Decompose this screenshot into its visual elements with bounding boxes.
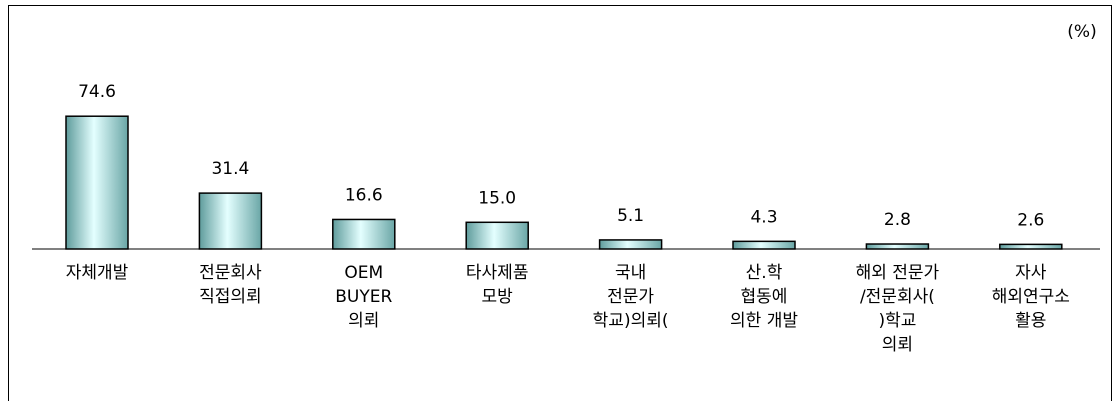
bar [332,218,396,250]
value-label: 74.6 [78,82,116,102]
value-label: 16.6 [345,185,383,205]
value-label: 4.3 [750,207,777,227]
value-label: 2.6 [1017,210,1044,230]
bar [465,221,529,250]
x-tick-label: 의한 개발 [730,311,798,331]
value-label: 31.4 [211,159,249,179]
x-tick-label: 협동에 [741,287,788,307]
bar [598,239,663,250]
frame [8,5,1112,401]
x-tick-label: 학교)의뢰( [593,311,669,331]
x-tick-label: 해외 전문가 [856,263,940,283]
x-tick-label: 자사 [1015,263,1047,283]
x-tick-label: BUYER [335,287,392,307]
x-tick-label: 의뢰 [882,335,913,355]
bar [732,240,796,250]
unit-label: (%) [1067,22,1096,42]
bar [865,243,930,250]
x-tick-label: 자체개발 [66,263,129,283]
x-tick-label: )학교 [878,311,916,331]
x-tick-label: 활용 [1015,311,1046,331]
x-tick-label: OEM [344,263,383,283]
x-tick-label: /전문회사( [860,287,935,307]
x-tick-label: 전문회사 [199,263,262,283]
x-tick-label: 전문가 [607,287,654,307]
value-label: 5.1 [617,206,644,226]
x-tick-label: 모방 [482,287,514,307]
bar [999,243,1063,250]
x-tick-label: 산.학 [746,263,783,283]
bar [65,115,129,250]
value-label: 15.0 [478,188,516,208]
x-tick-label: 직접의뢰 [199,287,262,307]
x-tick-label: 타사제품 [466,263,529,283]
value-label: 2.8 [884,210,911,230]
x-tick-label: 해외연구소 [992,287,1070,307]
x-tick-label: 의뢰 [348,311,379,331]
bar [198,192,263,250]
x-tick-label: 국내 [615,263,646,283]
